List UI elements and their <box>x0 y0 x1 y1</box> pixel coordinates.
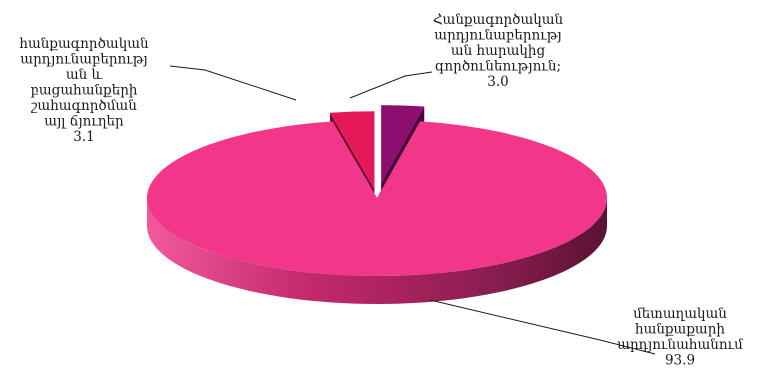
slice-top-mining-support <box>381 105 425 184</box>
leader-line-mining-support <box>349 71 433 99</box>
slice-side-metal-ore-mining <box>147 198 607 304</box>
pie-slice-metal-ore-mining <box>146 121 607 304</box>
leader-line-metal-ore-mining <box>429 299 656 355</box>
leader-line-other-mining <box>169 65 297 101</box>
slice-top-other-mining <box>329 111 375 190</box>
slice-label-metal-ore-mining: մետաղական հանքաքարի արդյունահանում 93.9 <box>617 306 743 369</box>
slice-top-metal-ore-mining <box>146 121 607 276</box>
slice-label-other-mining: հանքագործական արդյունաբերությ ան և բացահանք… <box>19 36 149 145</box>
slice-label-mining-support: Հանքագործական արդյունաբերությ ան հարակից գո… <box>433 12 564 90</box>
